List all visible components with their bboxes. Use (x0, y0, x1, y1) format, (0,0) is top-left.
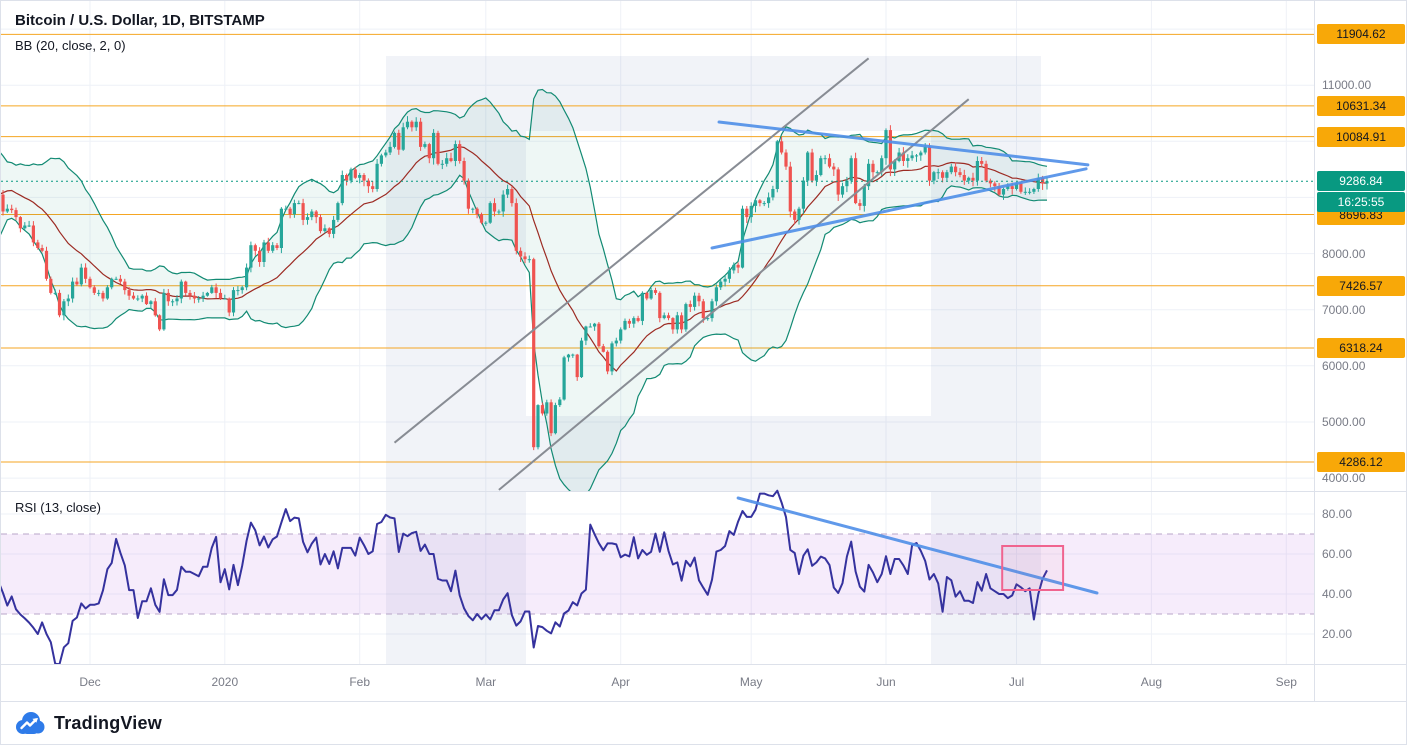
time-axis-label: Dec (79, 675, 101, 689)
horizontal-level-lines (1, 33, 1314, 463)
bb-lower-band (1, 174, 1047, 491)
price-axis[interactable]: 11000.00 8000.00 7000.00 6000.00 5000.00 4000… (1314, 1, 1406, 701)
last-price-label[interactable]: 9286.84 (1317, 171, 1405, 192)
level-price-label[interactable]: 10631.34 (1317, 95, 1405, 116)
rsi-indicator-label[interactable]: RSI (13, close) (15, 500, 101, 515)
time-axis-divider (1315, 664, 1406, 665)
price-tick-label: 6000.00 (1322, 358, 1366, 373)
rsi-tick-label: 60.00 (1322, 547, 1353, 561)
time-axis-label: Feb (349, 675, 371, 689)
footer-bar: TradingView (1, 701, 1406, 744)
bar-countdown-label: 16:25:55 (1317, 192, 1405, 213)
time-axis-label: Aug (1140, 675, 1163, 689)
rsi-trendline[interactable] (736, 496, 1099, 595)
price-tick-label: 7000.00 (1322, 302, 1366, 317)
level-price-label[interactable]: 6318.24 (1317, 338, 1405, 358)
tradingview-cloud-icon (16, 712, 45, 734)
time-axis-label: Jun (876, 675, 896, 689)
price-tick-label: 8000.00 (1322, 246, 1366, 261)
gray-trendline[interactable] (393, 57, 870, 444)
bb-fill (1, 89, 1047, 491)
time-axis-label: 2020 (211, 675, 239, 689)
tradingview-logo-text: TradingView (54, 712, 162, 733)
time-axis-label: Jul (1008, 675, 1025, 689)
level-price-label[interactable]: 7426.57 (1317, 275, 1405, 296)
price-tick-label: 5000.00 (1322, 415, 1366, 429)
rsi-tick-label: 20.00 (1322, 627, 1353, 641)
bb-upper-band (1, 88, 1048, 301)
gray-trendline[interactable] (498, 98, 970, 491)
rsi-line (1, 489, 1048, 664)
rsi-tick-label: 40.00 (1322, 587, 1353, 601)
level-price-label[interactable]: 11904.62 (1317, 24, 1405, 45)
price-tick-label: 4000.00 (1322, 471, 1366, 486)
rsi-tick-label: 80.00 (1322, 507, 1353, 521)
time-axis-label: May (739, 675, 763, 689)
time-axis[interactable]: Dec 2020 Feb Mar Apr May Jun Jul Aug Sep (1, 664, 1314, 702)
time-axis-label: Mar (475, 675, 497, 689)
rsi-highlight-box[interactable] (1001, 545, 1065, 591)
candles-layer (1, 116, 1049, 451)
tradingview-logo[interactable]: TradingView (1, 702, 195, 736)
time-axis-label: Apr (611, 675, 631, 689)
time-axis-label: Sep (1275, 675, 1297, 689)
blue-trendline[interactable] (717, 120, 1090, 167)
blue-trendline[interactable] (710, 167, 1088, 250)
price-pane (1, 33, 1314, 491)
level-price-label[interactable]: 10084.91 (1317, 126, 1405, 147)
chart-canvas[interactable] (1, 1, 1314, 664)
price-tick-label: 11000.00 (1322, 78, 1372, 93)
level-price-label[interactable]: 4286.12 (1317, 452, 1405, 472)
pane-divider-axis (1315, 491, 1406, 492)
